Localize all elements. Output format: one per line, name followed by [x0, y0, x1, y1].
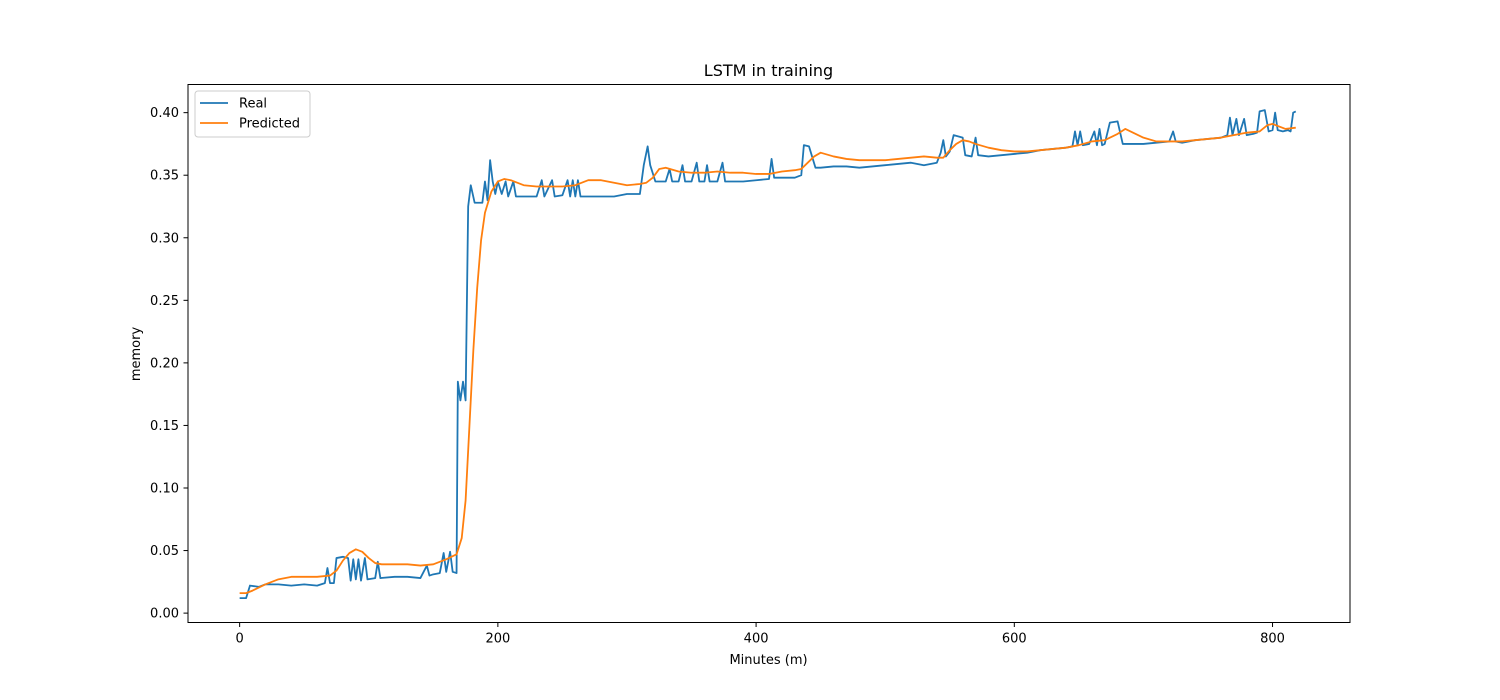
- x-tick-label: 600: [1002, 632, 1027, 647]
- y-tick-label: 0.15: [150, 419, 179, 434]
- y-tick-label: 0.40: [150, 106, 179, 121]
- plot-area-frame: [187, 84, 1351, 623]
- y-tick-label: 0.10: [150, 482, 179, 497]
- legend: Real Predicted: [194, 90, 311, 138]
- y-tick-label: 0.00: [150, 607, 179, 622]
- x-tick-label: 800: [1260, 632, 1285, 647]
- y-tick-label: 0.05: [150, 544, 179, 559]
- chart-title: LSTM in training: [704, 61, 833, 80]
- y-tick-label: 0.30: [150, 231, 179, 246]
- x-tick-label: 400: [744, 632, 769, 647]
- y-axis: 0.00 0.05 0.10 0.15 0.20 0.25 0.30 0.35 0.40: [150, 106, 188, 622]
- series-line-real: [239, 109, 1297, 599]
- x-axis: 0 200 400 600 800: [236, 622, 1285, 647]
- x-axis-label: Minutes (m): [729, 653, 807, 668]
- series-layer: [239, 109, 1297, 599]
- y-tick-label: 0.25: [150, 294, 179, 309]
- y-tick-label: 0.35: [150, 169, 179, 184]
- legend-label-predicted: Predicted: [239, 117, 300, 132]
- x-tick-label: 0: [236, 632, 244, 647]
- y-axis-label: memory: [129, 327, 144, 382]
- series-line-predicted: [239, 123, 1296, 594]
- x-tick-label: 200: [485, 632, 510, 647]
- y-tick-label: 0.20: [150, 356, 179, 371]
- legend-label-real: Real: [239, 97, 267, 112]
